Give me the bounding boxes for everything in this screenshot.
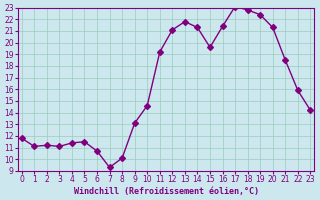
- X-axis label: Windchill (Refroidissement éolien,°C): Windchill (Refroidissement éolien,°C): [74, 187, 259, 196]
